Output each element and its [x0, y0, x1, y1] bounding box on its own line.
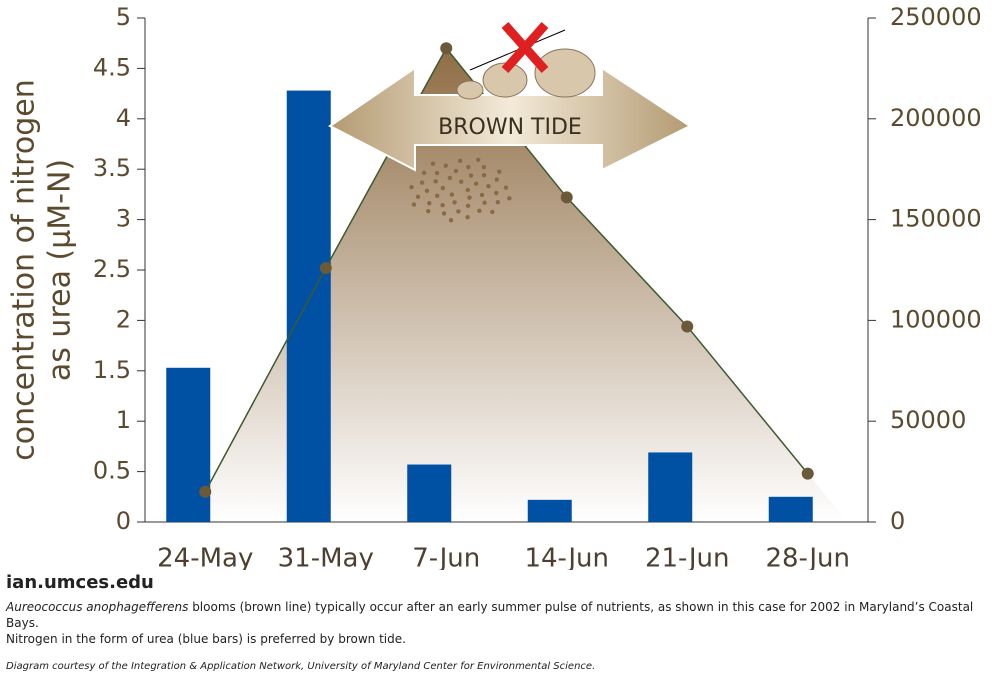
y-tick-label: 2 — [116, 305, 131, 333]
speckle — [467, 195, 472, 200]
speckle — [477, 208, 482, 214]
y-tick-label: 2.5 — [93, 255, 131, 283]
speckle — [443, 163, 448, 168]
bloom-point — [681, 320, 694, 333]
speckle — [482, 200, 487, 205]
x-tick-label: 14-Jun — [524, 544, 609, 571]
speckle — [481, 173, 487, 178]
main-layer: 0 0.5 1 1.5 2 2.5 3 3.5 4 4.5 5 0 50000 100000 150000 2… — [7, 3, 982, 570]
speckle — [503, 185, 509, 190]
y-tick-label: 3 — [116, 205, 131, 233]
speckle — [465, 214, 470, 220]
speckle — [507, 196, 512, 201]
speckle — [426, 208, 431, 214]
y-tick-label: 3.5 — [93, 154, 131, 182]
speckle — [449, 192, 455, 197]
speckle — [411, 202, 417, 207]
bloom-point — [319, 261, 332, 274]
speckle — [468, 173, 474, 178]
speckle — [494, 177, 499, 182]
speckle — [440, 185, 446, 191]
bar — [286, 90, 331, 523]
x-tick-label: 7-Jun — [412, 544, 480, 571]
speckle — [481, 164, 487, 170]
x-tick-label: 28-Jun — [765, 544, 850, 571]
bar — [407, 464, 452, 522]
speckle — [421, 170, 427, 176]
speckle — [465, 187, 470, 193]
y2-tick-label: 100000 — [890, 305, 982, 333]
speckle — [435, 193, 440, 198]
y-tick-label: 4 — [116, 104, 131, 132]
speckle — [495, 200, 501, 205]
brown-tide-illustration: BROWN TIDE — [328, 22, 692, 223]
speckle — [494, 190, 499, 196]
oyster — [482, 62, 528, 98]
bar — [527, 499, 572, 522]
caption-text: blooms (brown line) typically occur afte… — [6, 600, 974, 630]
oyster — [456, 80, 484, 100]
y2-tick-label: 200000 — [890, 104, 982, 132]
y-tick-label: 5 — [116, 3, 131, 31]
speckle — [447, 175, 453, 181]
y-tick-label: 0 — [116, 507, 131, 535]
speckle — [453, 168, 459, 174]
x-tick-label: 24-May — [157, 544, 253, 571]
oyster — [534, 48, 596, 98]
y-tick-label: 1 — [116, 406, 131, 434]
speckle — [486, 183, 491, 189]
caption: Aureococcus anophagefferens blooms (brow… — [6, 599, 1001, 647]
bar — [648, 452, 693, 522]
speckle — [490, 209, 495, 215]
speckle — [456, 209, 461, 214]
speckle — [473, 181, 479, 186]
speckle — [430, 161, 436, 166]
speckle — [458, 179, 464, 184]
speckle — [415, 194, 421, 200]
speckle — [441, 211, 447, 216]
bar — [166, 367, 211, 522]
red-x — [501, 22, 549, 73]
y-tick-label: 4.5 — [93, 53, 131, 81]
speckle — [424, 188, 430, 194]
species: Aureococcus anophagefferens — [6, 600, 189, 614]
caption-text: Nitrogen in the form of urea (blue bars)… — [6, 632, 406, 646]
speckle — [434, 170, 440, 176]
footer: ian.umces.edu Aureococcus anophagefferen… — [6, 572, 1001, 672]
speckle — [440, 203, 445, 208]
y-axis-title: concentration of nitrogen — [7, 79, 42, 460]
speckle — [466, 164, 471, 170]
y-axis-title: as urea (µM-N) — [43, 159, 78, 381]
speckle — [433, 179, 438, 184]
speckle — [479, 192, 485, 198]
bloom-point — [440, 42, 453, 55]
speckle — [475, 157, 481, 163]
bar — [768, 496, 813, 522]
speckle — [465, 203, 471, 209]
logo: ian.umces.edu — [6, 572, 154, 593]
speckle — [419, 180, 425, 185]
bloom-point — [801, 467, 814, 480]
speckle — [452, 200, 457, 205]
bloom-point — [199, 485, 212, 498]
bloom-point — [560, 191, 573, 204]
y2-tick-label: 150000 — [890, 205, 982, 233]
speckle — [458, 158, 463, 164]
y2-tick-label: 0 — [890, 507, 905, 535]
speckle — [427, 200, 432, 206]
x-tick-label: 21-Jun — [645, 544, 730, 571]
speckle — [409, 185, 414, 190]
y-tick-label: 1.5 — [93, 356, 131, 384]
speckle — [497, 169, 502, 174]
x-tick-label: 31-May — [278, 544, 374, 571]
annotation: BROWN TIDE — [438, 115, 582, 140]
credit: Diagram courtesy of the Integration & Ap… — [6, 661, 596, 672]
speckle — [448, 218, 454, 223]
y-tick-label: 0.5 — [93, 457, 131, 485]
chart: 0 0.5 1 1.5 2 2.5 3 3.5 4 4.5 5 0 50000 100000 150000 2… — [7, 3, 982, 570]
y2-tick-label: 250000 — [890, 3, 982, 31]
y2-tick-label: 50000 — [890, 406, 966, 434]
double-arrow — [328, 66, 692, 172]
